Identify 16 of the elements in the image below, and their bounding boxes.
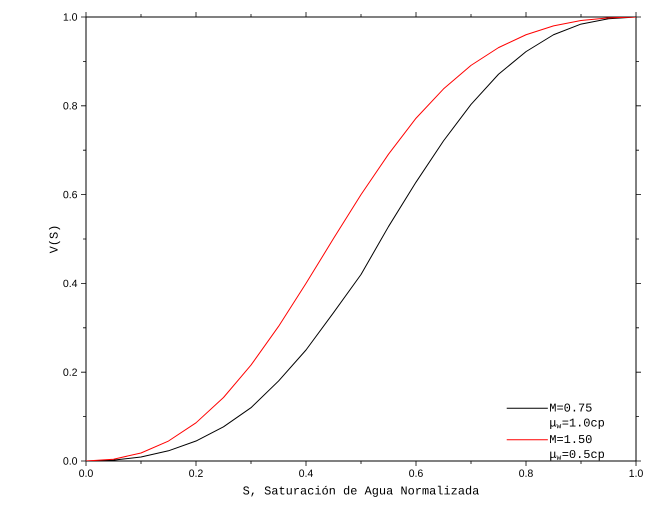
x-tick-label: 0.2	[189, 470, 203, 477]
x-tick-label: 0.6	[409, 470, 423, 477]
x-axis-title: S, Saturación de Agua Normalizada	[243, 486, 479, 497]
x-tick-label: 0.8	[519, 470, 533, 477]
y-tick-label: 0.8	[63, 102, 78, 110]
y-tick-label: 0.2	[63, 368, 77, 376]
x-tick-label: 1.0	[630, 470, 643, 477]
y-tick-label: 0.6	[63, 190, 78, 198]
legend-label: M=1.50 μ$_{w}$=0.5cp	[550, 434, 604, 460]
x-tick-label: 0.4	[299, 470, 313, 477]
y-tick-label: 0.0	[63, 457, 78, 465]
x-tick-label: 0.0	[79, 470, 93, 477]
y-tick-label: 0.4	[63, 280, 78, 288]
y-tick-label: 1.0	[64, 13, 78, 21]
y-axis-title: V(S)	[48, 226, 60, 254]
legend-label: M=0.75 μ$_{w}$=1.0cp	[550, 404, 604, 429]
